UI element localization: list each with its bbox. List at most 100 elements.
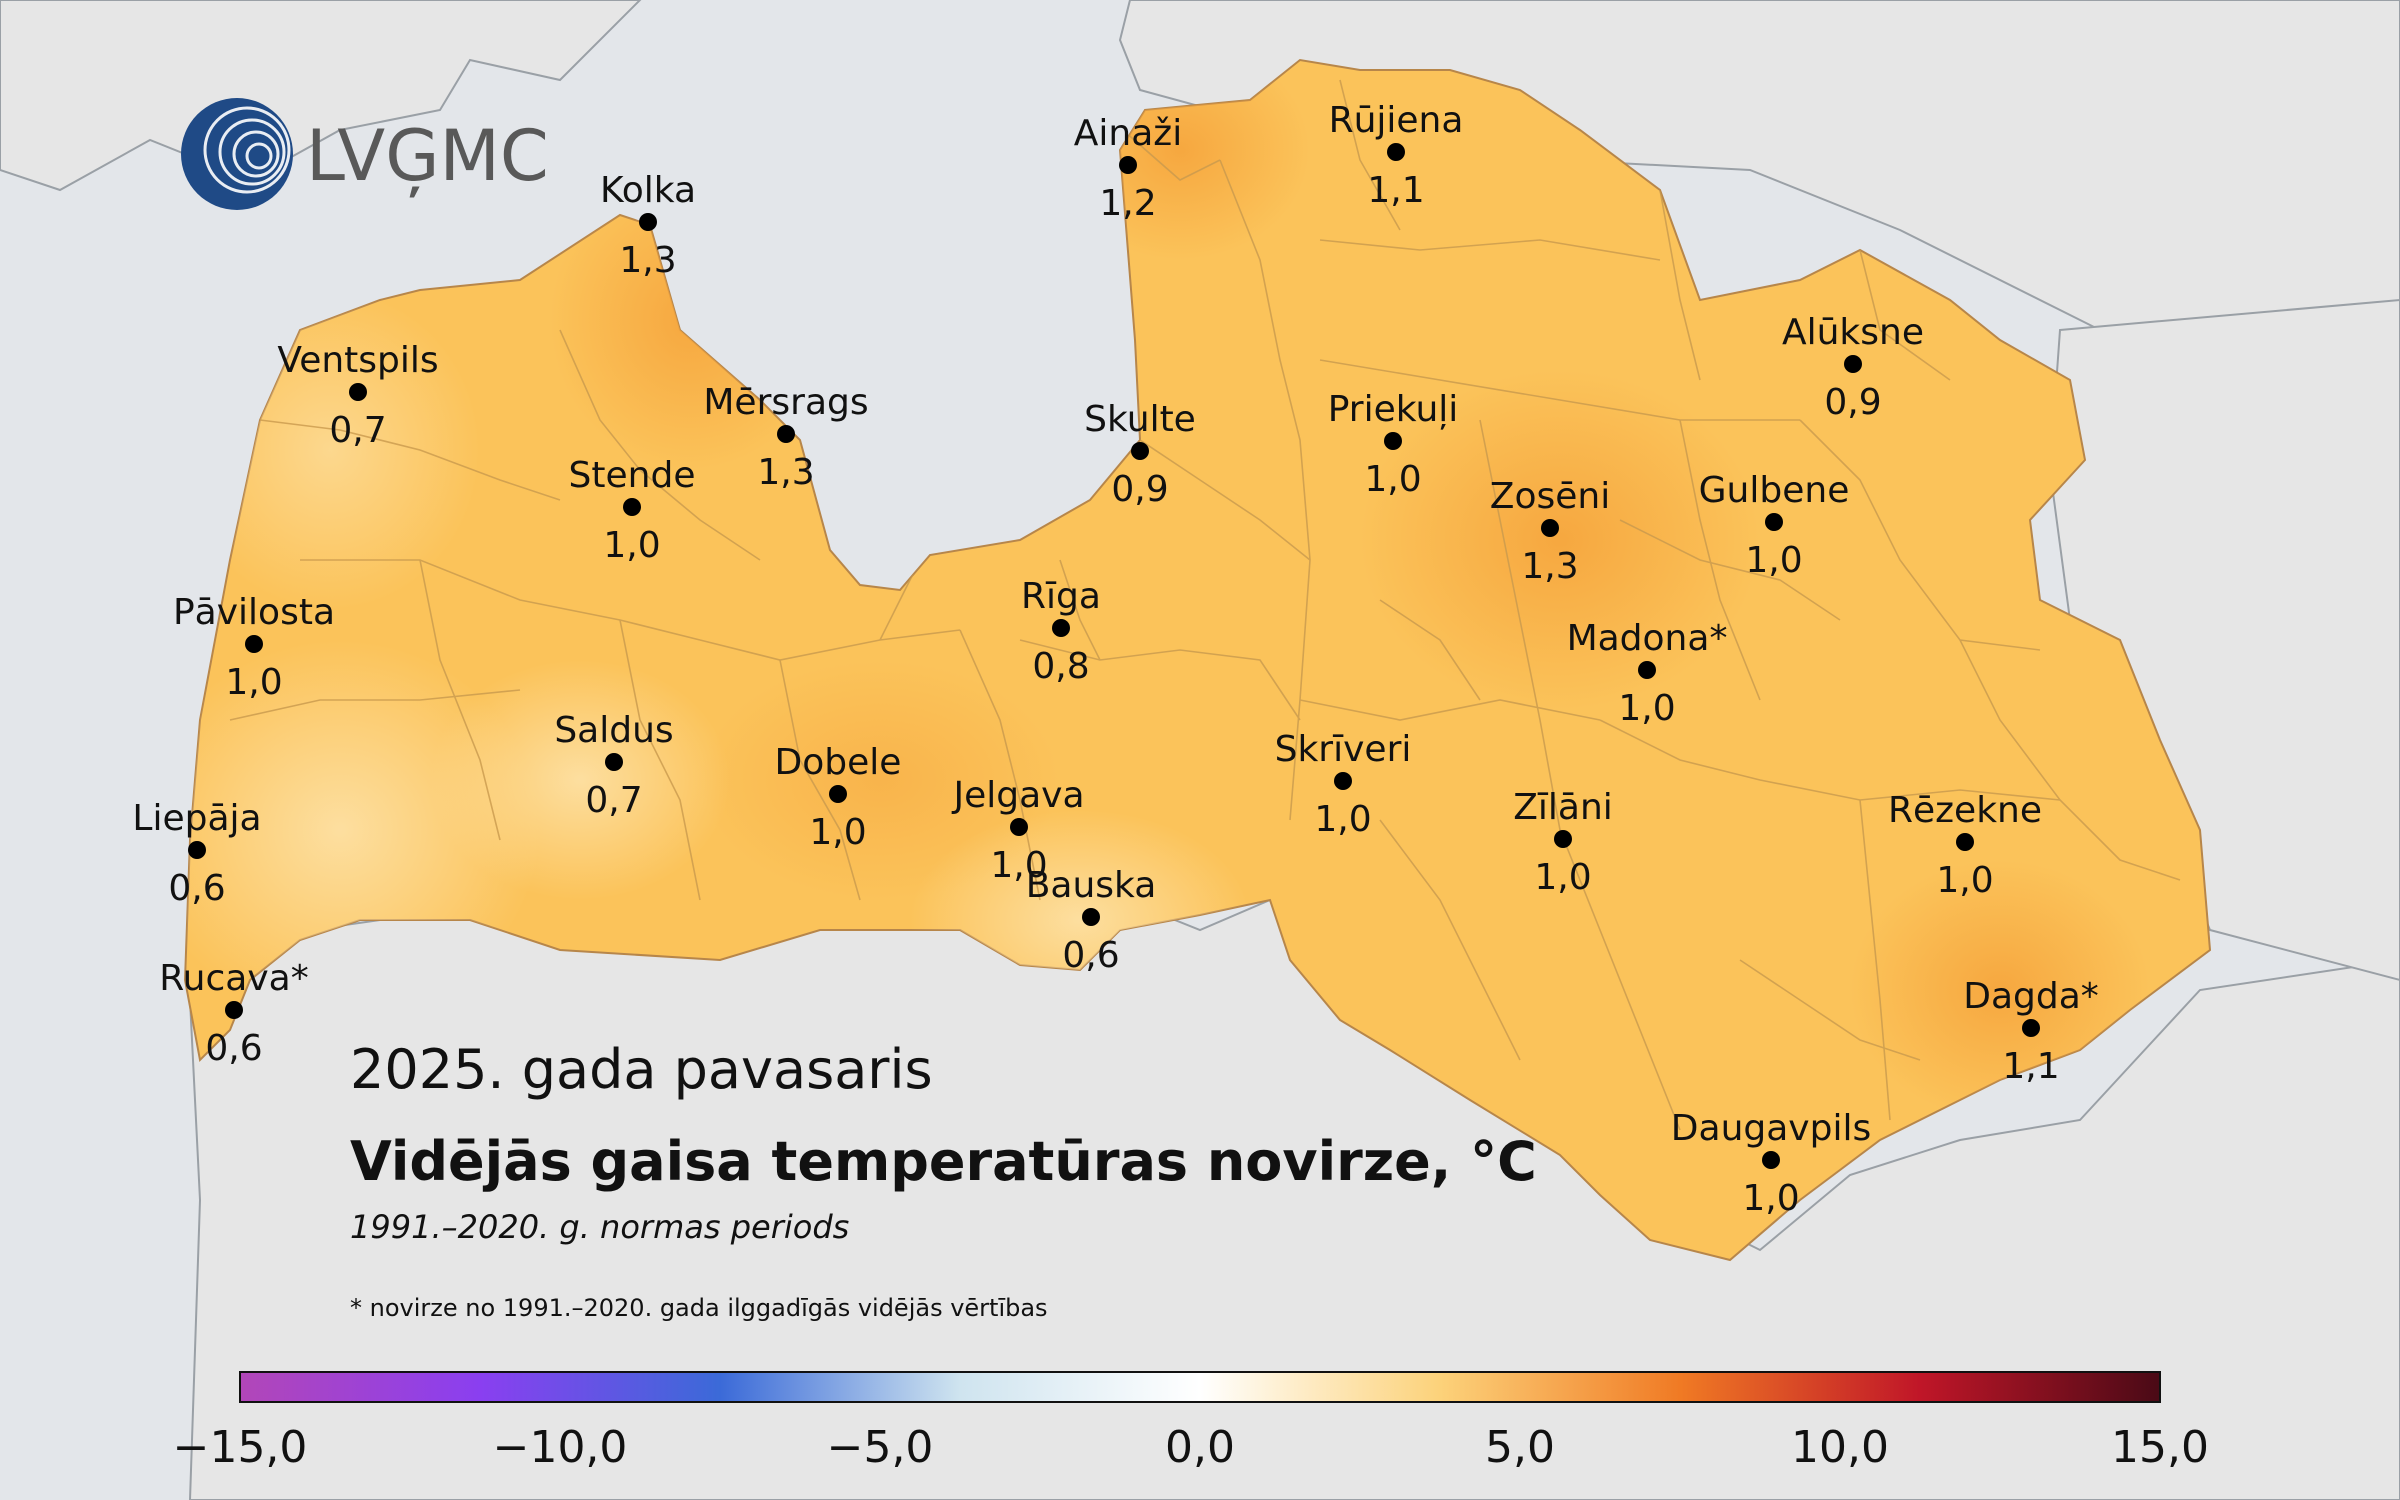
station-value: 1,0 <box>603 525 660 566</box>
station-dot <box>829 785 847 803</box>
station-name: Saldus <box>554 710 673 751</box>
station-name: Rīga <box>1021 576 1101 617</box>
station-marker: Ainaži 1,2 <box>1074 113 1182 224</box>
station-name: Alūksne <box>1782 312 1924 353</box>
station-marker: Dobele 1,0 <box>775 742 902 853</box>
station-marker: Daugavpils 1,0 <box>1671 1108 1871 1219</box>
station-dot <box>1541 519 1559 537</box>
station-value: 0,7 <box>329 410 386 451</box>
station-name: Mērsrags <box>703 382 868 423</box>
station-marker: Skrīveri 1,0 <box>1275 729 1412 840</box>
colorbar-tick-label: −15,0 <box>173 1422 308 1473</box>
station-value: 1,2 <box>1099 183 1156 224</box>
station-name: Bauska <box>1026 865 1157 906</box>
neighbour-land-west-islands <box>0 0 642 192</box>
station-name: Jelgava <box>951 775 1084 816</box>
station-name: Ventspils <box>277 340 438 381</box>
station-name: Rucava* <box>159 958 308 999</box>
station-marker: Saldus 0,7 <box>554 710 673 821</box>
station-marker: Rīga 0,8 <box>1021 576 1101 687</box>
station-dot <box>1010 818 1028 836</box>
colorbar-tick-label: 10,0 <box>1791 1422 1889 1473</box>
station-name: Dagda* <box>1963 976 2099 1017</box>
logo-text: LVĢMC <box>306 115 549 197</box>
station-dot <box>1554 830 1572 848</box>
station-name: Daugavpils <box>1671 1108 1871 1149</box>
station-marker: Madona* 1,0 <box>1567 618 1728 729</box>
colorbar-tick-label: 5,0 <box>1485 1422 1555 1473</box>
colorbar-tick-label: 0,0 <box>1165 1422 1235 1473</box>
station-marker: Stende 1,0 <box>569 455 696 566</box>
colorbar-tick-label: −10,0 <box>493 1422 628 1473</box>
station-name: Skrīveri <box>1275 729 1412 770</box>
station-marker: Jelgava 1,0 <box>951 775 1084 886</box>
station-name: Ainaži <box>1074 113 1182 154</box>
cool-zone-saldus <box>430 660 730 900</box>
station-dot <box>1119 156 1137 174</box>
station-value: 0,9 <box>1111 469 1168 510</box>
logo-swirl-icon <box>203 106 291 194</box>
station-marker: Alūksne 0,9 <box>1782 312 1924 423</box>
station-value: 1,0 <box>990 845 1047 886</box>
station-dot <box>1334 772 1352 790</box>
station-value: 1,0 <box>1364 459 1421 500</box>
station-value: 0,6 <box>1062 935 1119 976</box>
station-value: 1,0 <box>1314 799 1371 840</box>
station-name: Rēzekne <box>1888 790 2042 831</box>
station-name: Zosēni <box>1490 476 1610 517</box>
station-dot <box>605 753 623 771</box>
station-value: 1,0 <box>1618 688 1675 729</box>
station-dot <box>1844 355 1862 373</box>
station-value: 1,3 <box>757 452 814 493</box>
colorbar: −15,0 −10,0 −5,0 0,0 5,0 10,0 15,0 <box>173 1371 2209 1473</box>
station-value: 1,1 <box>1367 170 1424 211</box>
station-marker: Pāvilosta 1,0 <box>173 592 335 703</box>
station-dot <box>1762 1151 1780 1169</box>
station-dot <box>639 213 657 231</box>
lvgmc-logo: LVĢMC <box>181 98 549 210</box>
logo-globe-icon <box>181 98 293 210</box>
station-dot <box>225 1001 243 1019</box>
colorbar-tick-label: −5,0 <box>827 1422 934 1473</box>
station-value: 0,6 <box>168 868 225 909</box>
station-value: 1,0 <box>1534 857 1591 898</box>
title-block: 2025. gada pavasaris Vidējās gaisa tempe… <box>350 1038 1537 1322</box>
station-marker: Zīlāni 1,0 <box>1513 787 1613 898</box>
station-name: Skulte <box>1084 399 1196 440</box>
station-marker: Liepāja 0,6 <box>132 798 261 909</box>
station-value: 1,0 <box>1742 1178 1799 1219</box>
footnote: * novirze no 1991.–2020. gada ilggadīgās… <box>350 1294 1048 1322</box>
station-marker: Ventspils 0,7 <box>277 340 438 451</box>
station-dot <box>245 635 263 653</box>
period-title: 2025. gada pavasaris <box>350 1038 933 1101</box>
station-value: 1,3 <box>1521 546 1578 587</box>
station-marker: Mērsrags 1,3 <box>703 382 868 493</box>
station-marker: Kolka 1,3 <box>600 170 696 281</box>
station-name: Stende <box>569 455 696 496</box>
station-name: Pāvilosta <box>173 592 335 633</box>
station-name: Liepāja <box>132 798 261 839</box>
station-marker: Rucava* 0,6 <box>159 958 308 1069</box>
norm-subtitle: 1991.–2020. g. normas periods <box>350 1208 849 1246</box>
station-value: 0,7 <box>585 780 642 821</box>
station-marker: Rūjiena 1,1 <box>1329 100 1464 211</box>
station-dot <box>1638 661 1656 679</box>
station-marker: Dagda* 1,1 <box>1963 976 2099 1087</box>
station-name: Dobele <box>775 742 902 783</box>
station-dot <box>1131 442 1149 460</box>
station-dot <box>1765 513 1783 531</box>
station-name: Zīlāni <box>1513 787 1613 828</box>
station-dot <box>2022 1019 2040 1037</box>
station-value: 1,0 <box>1745 540 1802 581</box>
station-name: Rūjiena <box>1329 100 1464 141</box>
colorbar-tick-labels: −15,0 −10,0 −5,0 0,0 5,0 10,0 15,0 <box>173 1422 2209 1473</box>
station-dot <box>1384 432 1402 450</box>
station-dot <box>1082 908 1100 926</box>
station-value: 0,9 <box>1824 382 1881 423</box>
municipal-boundaries <box>229 79 2181 1131</box>
station-marker: Rēzekne 1,0 <box>1888 790 2042 901</box>
station-dot <box>1387 143 1405 161</box>
station-dot <box>1956 833 1974 851</box>
station-dot <box>623 498 641 516</box>
